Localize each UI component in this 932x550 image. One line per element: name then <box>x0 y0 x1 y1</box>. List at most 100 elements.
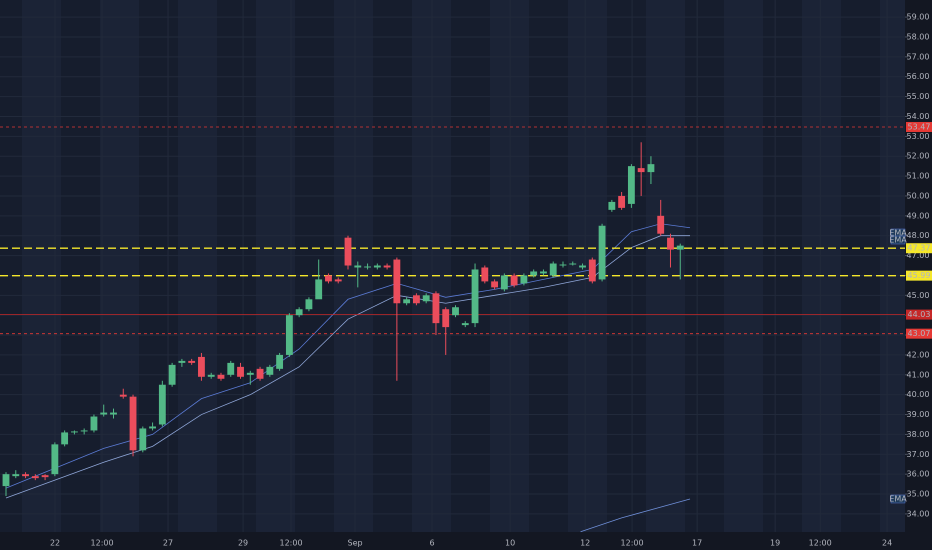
y-tick-label: 54.00 <box>907 112 930 121</box>
candle-body <box>637 168 645 173</box>
y-tick-label: 59.00 <box>907 13 930 22</box>
ema-label: EMA <box>889 236 907 245</box>
y-tick-label: 58.00 <box>907 32 930 41</box>
price-level-box <box>906 270 932 281</box>
candle-body <box>520 275 528 284</box>
candle-body <box>168 364 176 385</box>
candle-body <box>598 225 606 280</box>
y-tick-label: 36.00 <box>907 470 930 479</box>
y-tick-label: 41.00 <box>907 370 930 379</box>
candle-body <box>334 279 342 282</box>
candle-body <box>315 279 323 300</box>
x-tick-label: 24 <box>882 539 892 548</box>
candle-body <box>61 432 69 445</box>
y-tick-label: 50.00 <box>907 191 930 200</box>
price-level-label: 53.47 <box>908 122 931 131</box>
y-tick-label: 35.00 <box>907 490 930 499</box>
candle-body <box>285 315 293 355</box>
candle-body <box>80 430 88 432</box>
candle-body <box>491 281 499 288</box>
x-tick-label: Sep <box>348 539 363 548</box>
y-tick-label: 51.00 <box>907 172 930 181</box>
candle-body <box>119 394 127 397</box>
candle-body <box>540 271 547 274</box>
price-level-box <box>906 121 932 132</box>
stripe <box>334 0 373 532</box>
candle-body <box>676 245 684 250</box>
stripe <box>178 0 217 532</box>
y-tick-label: 34.00 <box>907 509 930 518</box>
x-tick-label: 17 <box>692 539 702 548</box>
candle-body <box>246 372 254 375</box>
y-tick-label: 37.00 <box>907 450 930 459</box>
x-tick-label: 12:00 <box>91 539 114 548</box>
x-tick-label: 12:00 <box>621 539 644 548</box>
candle-body <box>667 237 674 250</box>
candle-body <box>559 264 567 266</box>
y-tick-label: 40.00 <box>907 390 930 399</box>
candle-body <box>647 164 655 173</box>
stripe <box>646 0 685 532</box>
candle-body <box>627 166 635 204</box>
y-tick-label: 38.00 <box>907 430 930 439</box>
candle-body <box>2 474 10 487</box>
candle-body <box>530 271 538 276</box>
price-level-box <box>906 328 932 339</box>
y-tick-label: 56.00 <box>907 72 930 81</box>
ema-line <box>580 498 691 533</box>
ema-label-box <box>890 235 906 245</box>
x-tick-label: 12:00 <box>280 539 303 548</box>
stripe <box>490 0 529 532</box>
candle-body <box>383 265 391 268</box>
x-tick-label: 6 <box>430 539 435 548</box>
candle-body <box>422 295 430 302</box>
candle-body <box>256 368 264 379</box>
candle-body <box>588 259 596 282</box>
candle-body <box>452 307 459 316</box>
candle-body <box>373 265 381 268</box>
time-axis <box>0 532 905 550</box>
candle-body <box>657 215 665 234</box>
price-level-box <box>906 243 932 254</box>
x-tick-label: 10 <box>505 539 515 548</box>
candle-body <box>412 295 420 304</box>
x-tick-label: 22 <box>50 539 60 548</box>
price-level-box <box>906 309 932 320</box>
candle-body <box>432 293 440 324</box>
candle-body <box>31 476 39 479</box>
candle-body <box>510 275 518 286</box>
x-tick-label: 27 <box>163 539 173 548</box>
candle-body <box>364 266 371 268</box>
y-tick-label: 52.00 <box>907 152 930 161</box>
candle-body <box>22 474 29 477</box>
y-tick-label: 53.00 <box>907 132 930 141</box>
candle-body <box>500 275 508 290</box>
candle-body <box>110 412 117 415</box>
candle-body <box>227 362 235 375</box>
price-level-label: 44.03 <box>908 310 931 319</box>
candle-body <box>442 309 450 328</box>
y-tick-label: 42.00 <box>907 350 930 359</box>
candle-body <box>354 265 362 268</box>
candle-body <box>207 374 215 377</box>
candle-body <box>305 299 313 310</box>
candle-body <box>129 396 137 451</box>
candle-body <box>178 360 186 363</box>
candle-body <box>149 426 156 429</box>
x-tick-label: 12:00 <box>809 539 832 548</box>
candle-body <box>90 416 98 431</box>
candle-body <box>217 374 225 379</box>
candle-body <box>12 474 20 477</box>
y-tick-label: 57.00 <box>907 52 930 61</box>
ema-label: EMA <box>889 495 907 504</box>
stripe <box>802 0 841 532</box>
x-tick-label: 19 <box>770 539 780 548</box>
y-tick-label: 45.00 <box>907 291 930 300</box>
price-level-label: 45.99 <box>908 271 931 280</box>
ema-label-box <box>890 494 906 504</box>
y-tick-label: 49.00 <box>907 211 930 220</box>
candle-body <box>471 269 479 324</box>
candle-body <box>481 267 489 282</box>
